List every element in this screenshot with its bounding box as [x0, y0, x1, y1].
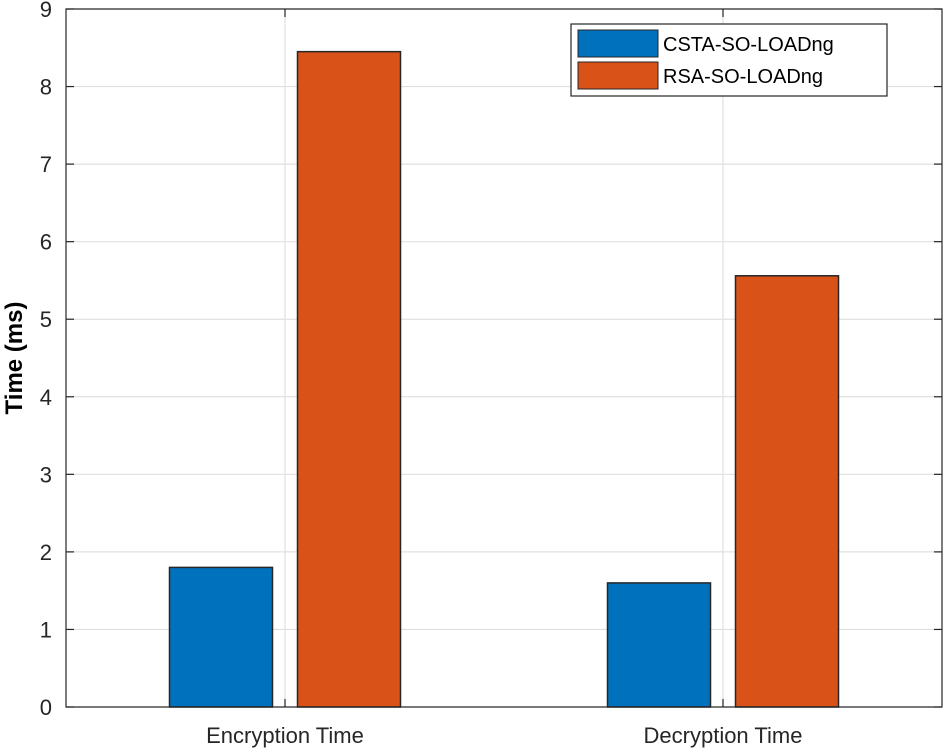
y-tick-label: 0: [40, 695, 52, 720]
y-tick-label: 4: [40, 385, 52, 410]
legend-swatch-rsa: [577, 61, 659, 90]
x-tick-label: Encryption Time: [206, 723, 364, 748]
y-tick-label: 6: [40, 230, 52, 255]
y-axis-label: Time (ms): [1, 302, 28, 415]
legend: CSTA-SO-LOADng RSA-SO-LOADng: [570, 23, 888, 97]
y-tick-label: 2: [40, 540, 52, 565]
legend-swatch-csta: [577, 29, 659, 58]
bar-rsa-so-loadng-encryption-time: [296, 50, 402, 708]
y-tick-label: 8: [40, 75, 52, 100]
axes-box: [65, 8, 943, 708]
bar-rsa-so-loadng-decryption-time: [734, 275, 840, 708]
bar-csta-so-loadng-decryption-time: [606, 582, 712, 708]
y-tick-label: 9: [40, 0, 52, 22]
bar-csta-so-loadng-encryption-time: [168, 566, 274, 708]
x-axis-ticks: Encryption Time Decryption Time: [206, 9, 802, 748]
y-tick-label: 7: [40, 152, 52, 177]
y-tick-label: 1: [40, 617, 52, 642]
x-tick-label: Decryption Time: [644, 723, 803, 748]
legend-label-rsa: RSA-SO-LOADng: [663, 66, 823, 88]
y-axis-ticks: 0 1 2 3 4 5 6 7 8 9: [40, 0, 942, 720]
y-tick-label: 3: [40, 462, 52, 487]
bars: [168, 50, 840, 708]
legend-label-csta: CSTA-SO-LOADng: [663, 34, 834, 56]
y-tick-label: 5: [40, 307, 52, 332]
